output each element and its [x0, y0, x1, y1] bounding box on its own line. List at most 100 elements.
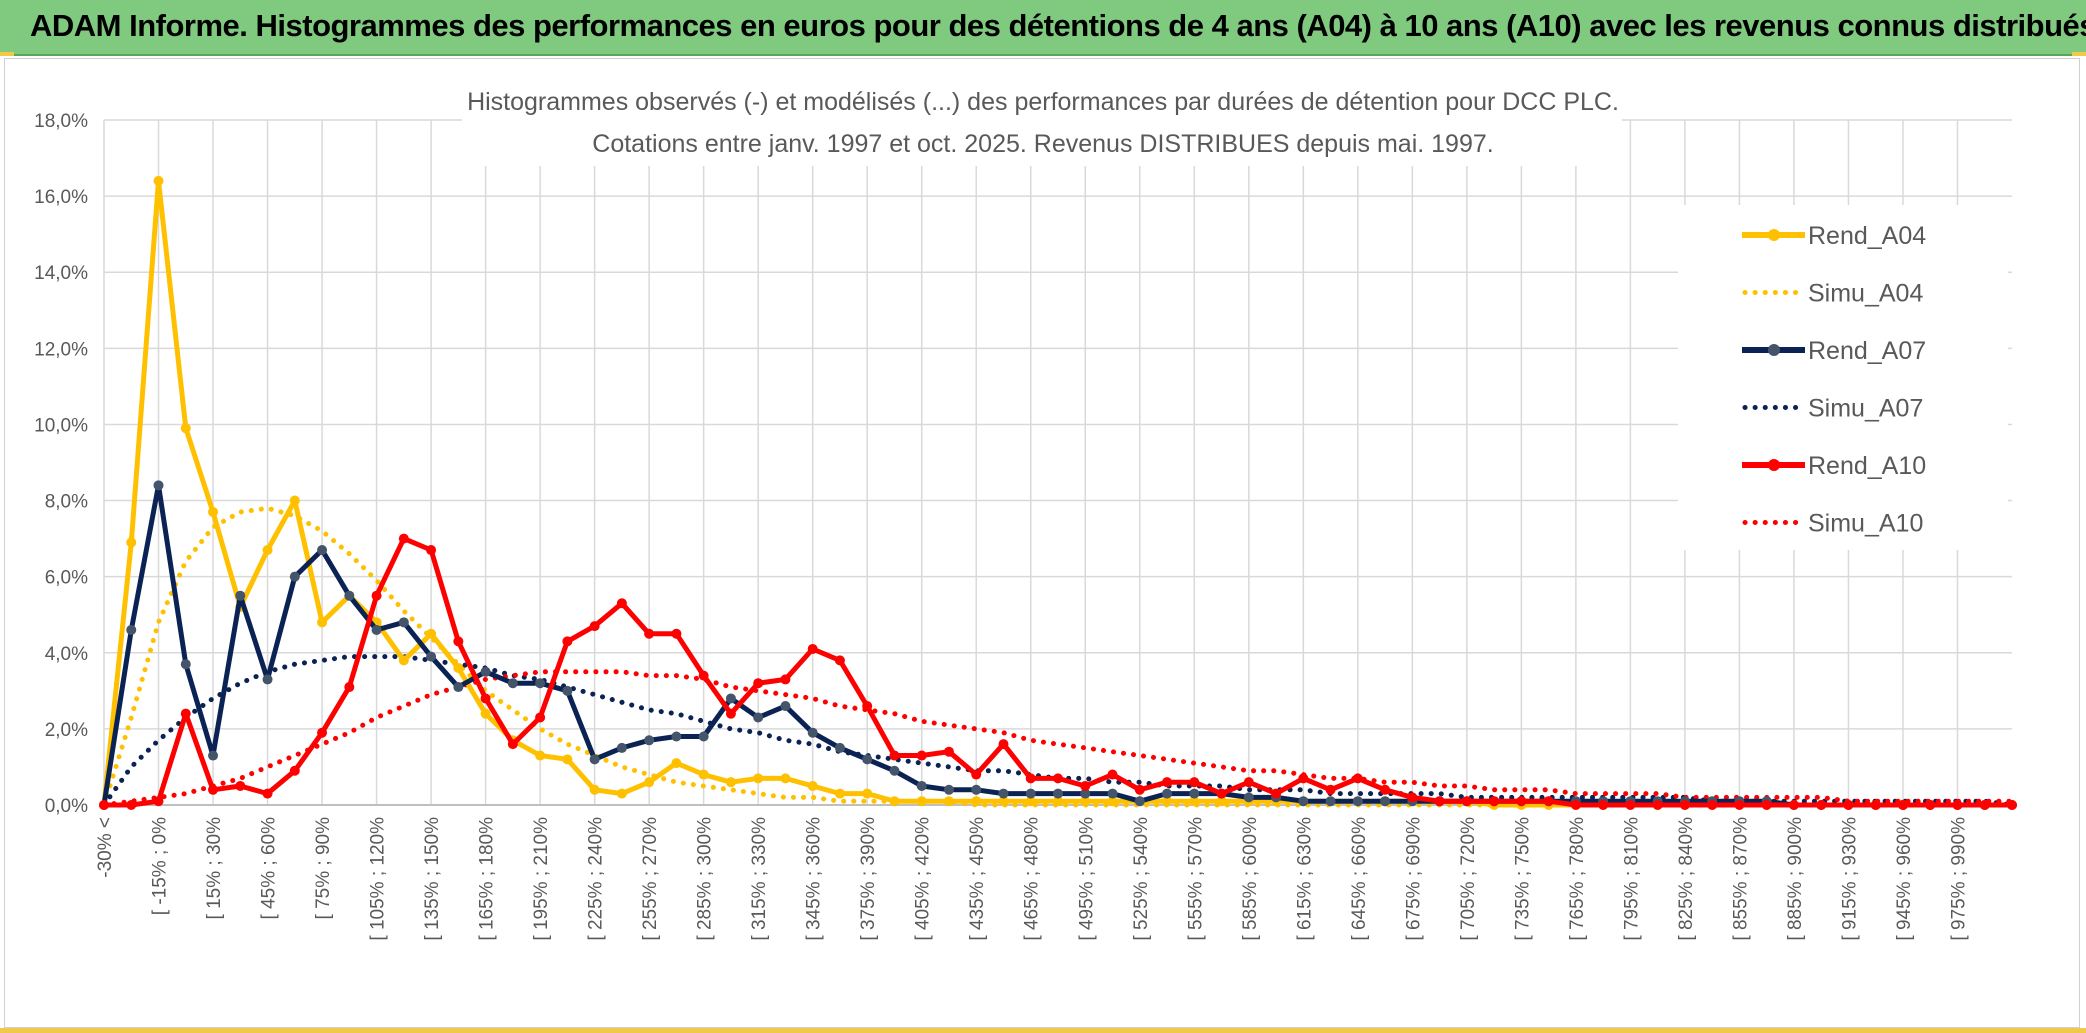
data-point-Rend_A07	[426, 651, 437, 662]
data-point-Rend_A07	[507, 678, 518, 689]
data-point-Rend_A07	[943, 784, 954, 795]
y-tick-label: 0,0%	[45, 796, 88, 817]
data-point-Rend_A10	[262, 788, 273, 799]
legend-label: Simu_A07	[1808, 395, 1923, 423]
data-point-Rend_A07	[616, 742, 627, 753]
legend-label: Rend_A04	[1808, 222, 1926, 250]
data-point-Rend_A07	[644, 735, 655, 746]
x-tick-group: [ 795% ; 810%	[1621, 817, 1642, 941]
data-point-Rend_A04	[1107, 796, 1118, 807]
x-tick-label: [ 255% ; 270%	[640, 817, 661, 941]
x-tick-group: [ 135% ; 150%	[422, 817, 443, 941]
legend-label: Simu_A04	[1808, 280, 1923, 308]
data-point-Rend_A04	[862, 788, 873, 799]
data-point-Rend_A10	[1025, 773, 1036, 784]
data-point-Rend_A07	[262, 674, 273, 685]
series-layer	[99, 175, 2017, 810]
x-tick-group: [ 885% ; 900%	[1785, 817, 1806, 941]
bottom-accent-bar	[0, 1028, 2086, 1033]
x-tick-label: [ 45% ; 60%	[259, 817, 280, 920]
data-point-Rend_A04	[289, 495, 300, 506]
data-point-Rend_A10	[1134, 784, 1145, 795]
y-axis-ticks: 0,0% 2,0% 4,0% 6,0% 8,0% 10,0% 12,0% 14,0% 16,0%…	[34, 111, 88, 817]
data-point-Rend_A04	[153, 175, 164, 186]
x-tick-group: [ 345% ; 360%	[804, 817, 825, 941]
x-tick-label: [ 105% ; 120%	[368, 817, 389, 941]
x-tick-label: [ 15% ; 30%	[204, 817, 225, 920]
x-tick-label: [ 645% ; 660%	[1349, 817, 1370, 941]
x-tick-group: [ 75% ; 90%	[313, 817, 334, 920]
data-point-Rend_A04	[426, 628, 437, 639]
x-tick-group: [ 675% ; 690%	[1403, 817, 1424, 941]
report-title: ADAM Informe. Histogrammes des performan…	[30, 8, 2086, 43]
data-point-Rend_A04	[1053, 796, 1063, 807]
x-tick-label: [ 705% ; 720%	[1458, 817, 1479, 941]
y-tick-label: 16,0%	[34, 187, 88, 208]
data-point-Rend_A10	[616, 598, 627, 609]
data-point-Rend_A10	[426, 545, 437, 556]
data-point-Rend_A10	[1925, 800, 1936, 810]
data-point-Rend_A10	[834, 655, 845, 666]
data-point-Rend_A04	[698, 769, 709, 780]
data-point-Rend_A07	[889, 765, 900, 776]
x-tick-group: [ 975% ; 990%	[1948, 817, 1969, 941]
data-point-Rend_A04	[889, 796, 900, 807]
data-point-Rend_A07	[344, 590, 355, 601]
data-point-Rend_A07	[725, 693, 736, 704]
data-point-Rend_A04	[126, 537, 137, 548]
data-point-Rend_A07	[671, 731, 682, 742]
x-tick-group: [ 855% ; 870%	[1730, 817, 1751, 941]
data-point-Rend_A10	[671, 628, 682, 639]
data-point-Rend_A10	[1897, 800, 1908, 810]
x-tick-label: [ 675% ; 690%	[1403, 817, 1424, 941]
x-tick-group: [ -15% ; 0%	[150, 817, 171, 915]
data-point-Rend_A10	[725, 708, 736, 719]
x-tick-group: [ 735% ; 750%	[1512, 817, 1533, 941]
series-Simu_A10	[101, 669, 2015, 808]
data-point-Rend_A07	[1325, 796, 1336, 807]
data-point-Rend_A04	[480, 708, 491, 719]
data-point-Rend_A07	[834, 742, 845, 753]
x-tick-label: [ 375% ; 390%	[858, 817, 879, 941]
x-tick-group: [ 765% ; 780%	[1567, 817, 1588, 941]
data-point-Rend_A04	[807, 780, 818, 791]
x-tick-group: [ 405% ; 420%	[913, 817, 934, 941]
x-tick-label: [ 465% ; 480%	[1022, 817, 1043, 941]
legend-item-Rend_A04: Rend_A04	[1742, 222, 1926, 250]
x-tick-group: [ 45% ; 60%	[259, 817, 280, 920]
legend-marker	[1768, 229, 1780, 241]
legend-marker	[1768, 344, 1780, 356]
legend-background	[1678, 205, 2008, 550]
data-point-Rend_A10	[99, 800, 109, 810]
data-point-Rend_A10	[943, 746, 954, 757]
y-tick-label: 6,0%	[45, 568, 88, 589]
x-tick-label: [ 975% ; 990%	[1948, 817, 1969, 941]
data-point-Rend_A07	[289, 571, 300, 582]
data-point-Rend_A10	[698, 670, 709, 681]
data-point-Rend_A10	[1870, 800, 1881, 810]
data-point-Rend_A04	[834, 788, 845, 799]
data-point-Rend_A04	[398, 655, 409, 666]
chart-title-line2: Cotations entre janv. 1997 et oct. 2025.…	[592, 130, 1493, 158]
data-point-Rend_A10	[1461, 796, 1472, 807]
x-tick-label: [ 735% ; 750%	[1512, 817, 1533, 941]
x-tick-label: [ 225% ; 240%	[586, 817, 607, 941]
data-point-Rend_A07	[398, 617, 409, 628]
data-point-Rend_A10	[1979, 800, 1990, 810]
data-point-Rend_A07	[862, 754, 873, 765]
x-tick-label: [ 885% ; 900%	[1785, 817, 1806, 941]
data-point-Rend_A04	[971, 796, 982, 807]
legend-item-Rend_A10: Rend_A10	[1742, 452, 1926, 480]
data-point-Rend_A07	[453, 682, 464, 693]
x-tick-label: [ 855% ; 870%	[1730, 817, 1751, 941]
data-point-Rend_A10	[562, 636, 573, 647]
data-point-Rend_A10	[180, 708, 191, 719]
data-point-Rend_A10	[1380, 784, 1391, 795]
data-point-Rend_A07	[589, 754, 600, 765]
x-tick-label: [ 405% ; 420%	[913, 817, 934, 941]
legend-item-Simu_A04: Simu_A04	[1742, 280, 1923, 308]
data-point-Rend_A07	[916, 780, 927, 791]
data-point-Rend_A07	[562, 685, 573, 696]
x-tick-group: [ 525% ; 540%	[1131, 817, 1152, 941]
chart-legend: Rend_A04 Simu_A04 Rend_A07 Simu_A07 Rend_A10…	[1678, 205, 2008, 550]
